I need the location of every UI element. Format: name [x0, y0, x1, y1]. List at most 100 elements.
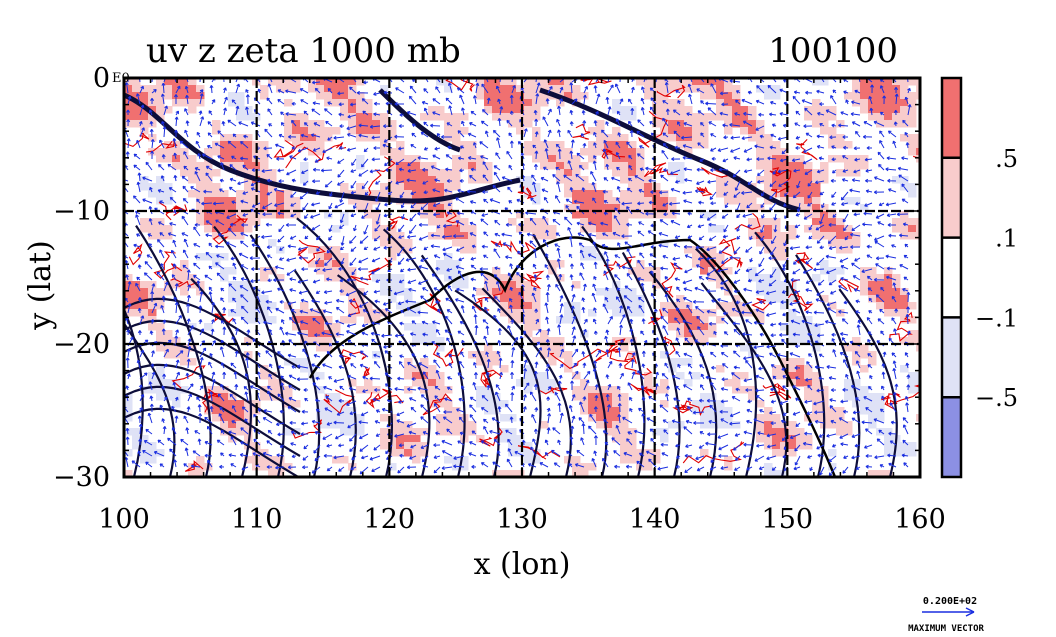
- zeta-cell: [588, 183, 597, 191]
- wind-vector: [216, 272, 225, 281]
- zeta-cell: [348, 106, 357, 114]
- wind-vector: [410, 202, 417, 209]
- zeta-cell: [396, 281, 405, 289]
- zeta-cell: [244, 414, 253, 422]
- zeta-cell: [764, 176, 773, 184]
- zeta-cell: [500, 309, 509, 317]
- zeta-cell: [492, 92, 501, 100]
- zeta-cell: [340, 428, 349, 436]
- wind-vector: [173, 174, 178, 182]
- zeta-cell: [308, 127, 317, 135]
- wind-vector: [892, 140, 897, 149]
- wind-vector: [733, 289, 741, 294]
- zeta-cell: [540, 148, 549, 156]
- zeta-cell: [524, 106, 533, 114]
- zeta-cell: [468, 239, 477, 247]
- zeta-cell: [492, 288, 501, 296]
- wind-vector: [729, 421, 741, 426]
- height-contour: [190, 277, 253, 477]
- wind-vector: [816, 444, 825, 450]
- zeta-cell: [644, 183, 653, 191]
- wind-vector: [137, 307, 142, 314]
- zeta-cell: [860, 204, 869, 212]
- zeta-cell: [716, 183, 725, 191]
- wind-vector: [863, 211, 873, 216]
- wind-vector: [408, 95, 417, 105]
- wind-vector: [147, 412, 153, 424]
- wind-vector: [824, 320, 837, 325]
- wind-vector: [291, 178, 297, 183]
- zeta-cell: [308, 134, 317, 142]
- zeta-cell: [636, 211, 645, 219]
- wind-vector: [729, 411, 741, 418]
- zeta-cell: [316, 267, 325, 275]
- zeta-cell: [868, 281, 877, 289]
- wind-vector: [755, 125, 765, 131]
- wind-vector: [826, 268, 837, 274]
- zeta-cell: [468, 246, 477, 254]
- wind-vector: [231, 99, 237, 105]
- wind-vector: [614, 254, 621, 259]
- zeta-cell: [876, 120, 885, 128]
- wind-vector: [162, 373, 167, 380]
- zeta-cell: [524, 148, 533, 156]
- wind-vector: [808, 224, 813, 231]
- zeta-cell: [684, 113, 693, 121]
- zeta-cell: [796, 379, 805, 387]
- zeta-cell: [732, 106, 741, 114]
- wind-vector: [145, 161, 153, 171]
- wind-vector: [700, 100, 705, 105]
- zeta-cell: [548, 78, 557, 86]
- wind-vector: [604, 449, 609, 457]
- zeta-cell: [484, 274, 493, 282]
- wind-vector: [532, 263, 537, 270]
- zeta-cell: [436, 190, 445, 198]
- wind-vector: [717, 147, 729, 152]
- wind-vector: [571, 370, 579, 380]
- wind-vector: [790, 319, 801, 325]
- zeta-cell: [316, 316, 325, 324]
- wind-vector: [447, 145, 453, 150]
- wind-vector: [398, 146, 405, 151]
- wind-vector: [789, 301, 801, 306]
- zeta-cell: [476, 288, 485, 296]
- wind-vector: [699, 353, 705, 358]
- zeta-cell: [660, 134, 669, 142]
- zeta-cell: [716, 260, 725, 268]
- wind-vector: [625, 464, 633, 469]
- zeta-cell: [564, 309, 573, 317]
- wind-vector: [209, 391, 214, 402]
- wind-vector: [663, 168, 669, 173]
- wind-vector: [570, 425, 575, 435]
- wind-vector: [722, 363, 729, 369]
- wind-vector: [720, 286, 729, 292]
- wind-vector: [778, 321, 789, 326]
- zeta-cell: [628, 302, 637, 310]
- zeta-cell: [572, 470, 581, 477]
- wind-vector: [768, 256, 777, 261]
- wind-vector: [422, 180, 429, 185]
- zeta-cell: [228, 99, 237, 107]
- wind-vector: [433, 443, 441, 448]
- zeta-cell: [476, 358, 485, 366]
- zeta-cell: [268, 316, 277, 324]
- zeta-cell: [356, 106, 365, 114]
- zeta-cell: [868, 78, 877, 86]
- zeta-cell: [500, 281, 509, 289]
- zeta-cell: [772, 162, 781, 170]
- zeta-cell: [380, 120, 389, 128]
- zeta-cell: [388, 176, 397, 184]
- wind-vector: [664, 81, 669, 94]
- wind-vector: [266, 254, 273, 259]
- wind-vector: [861, 420, 873, 425]
- wind-vector: [675, 464, 681, 469]
- wind-vector: [828, 222, 837, 227]
- zeta-cell: [612, 421, 621, 429]
- zeta-cell: [204, 225, 213, 233]
- wind-vector: [269, 363, 273, 369]
- wind-vector: [431, 273, 441, 281]
- wind-vector: [287, 465, 297, 470]
- zeta-cell: [692, 330, 701, 338]
- zeta-cell: [180, 155, 189, 163]
- zeta-cell: [340, 113, 349, 121]
